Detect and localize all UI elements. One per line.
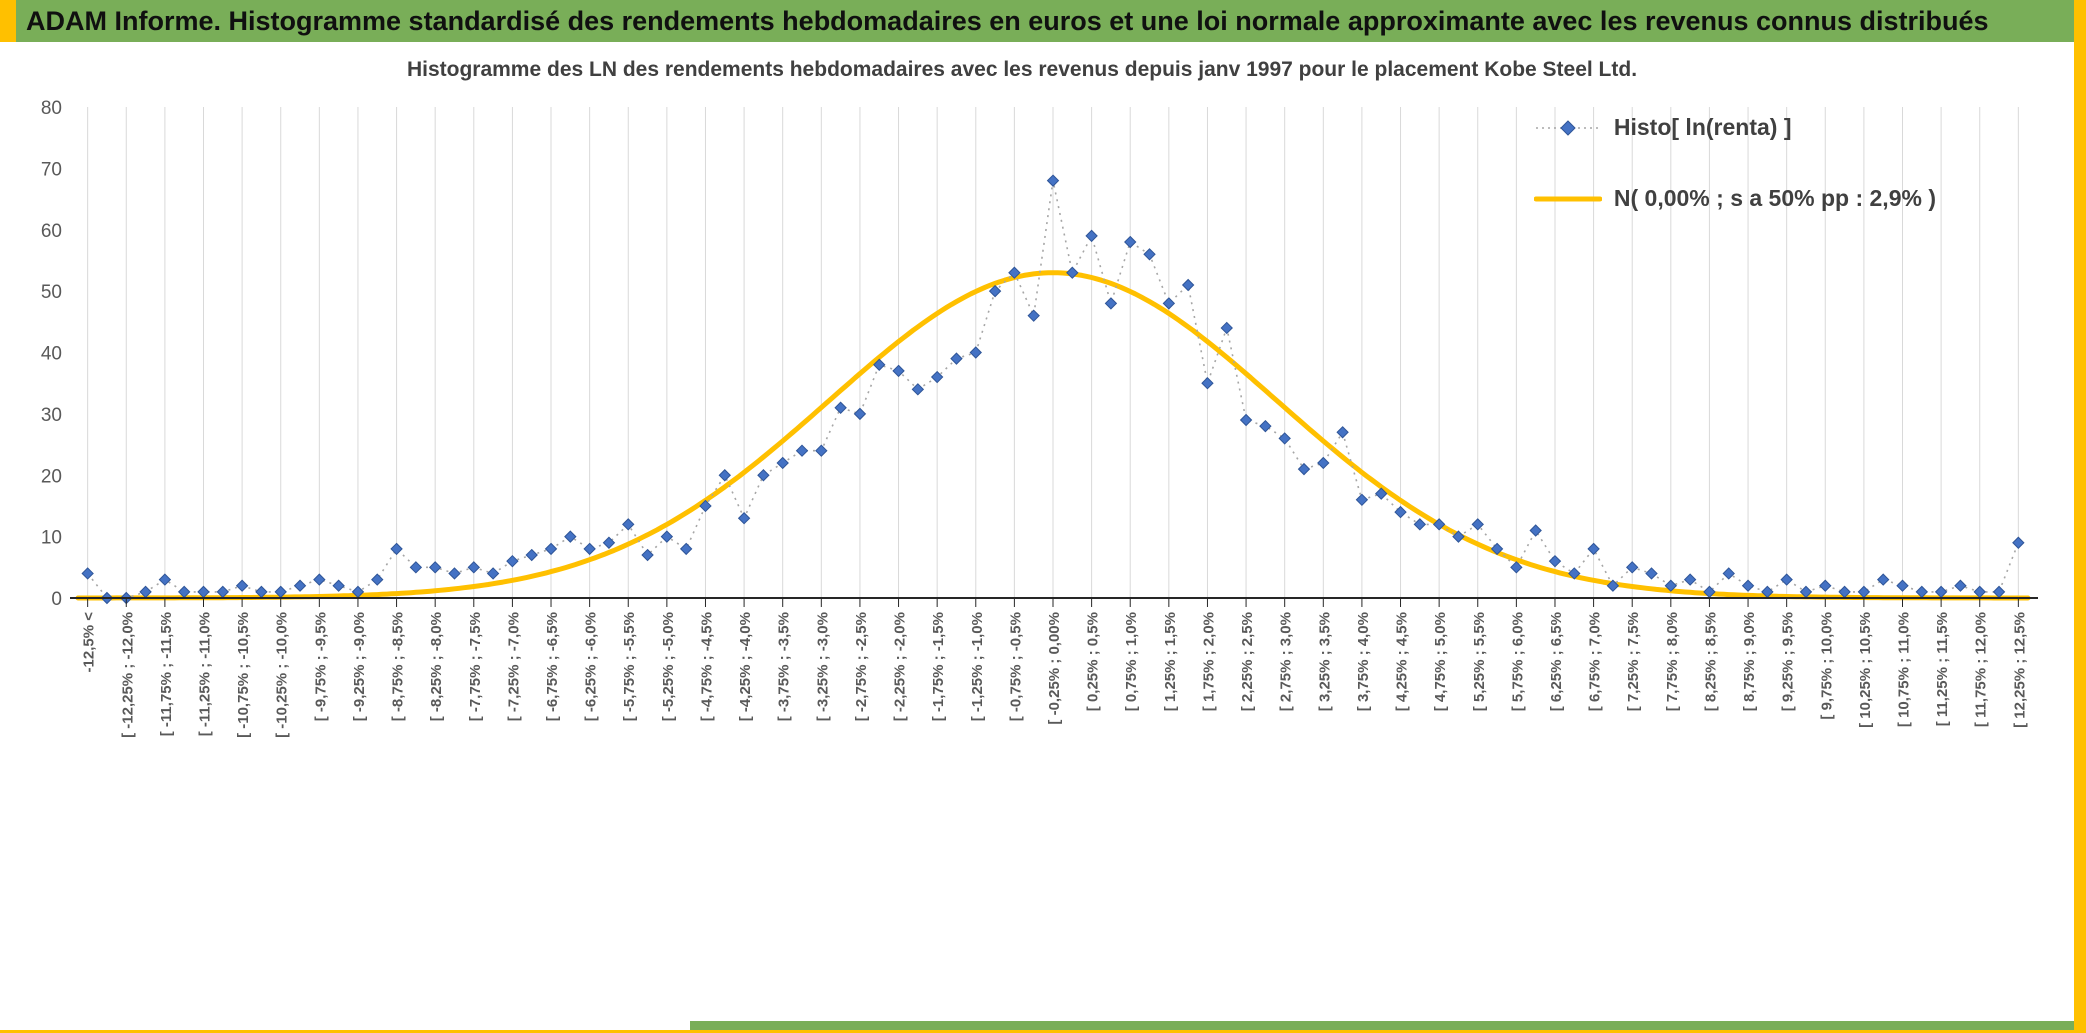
svg-text:[ -1,25% ; -1,0%: [ -1,25% ; -1,0% bbox=[969, 612, 986, 721]
bottom-accent-green bbox=[690, 1021, 2074, 1030]
svg-text:[ 11,75% ; 12,0%: [ 11,75% ; 12,0% bbox=[1973, 612, 1990, 727]
svg-text:80: 80 bbox=[41, 98, 62, 119]
normal-curve bbox=[75, 270, 2031, 601]
svg-text:70: 70 bbox=[41, 159, 62, 180]
svg-text:40: 40 bbox=[41, 344, 62, 365]
diamond-marker-icon bbox=[1560, 119, 1576, 136]
svg-text:[ 6,25% ; 6,5%: [ 6,25% ; 6,5% bbox=[1548, 612, 1565, 711]
svg-text:[ 4,75% ; 5,0%: [ 4,75% ; 5,0% bbox=[1432, 612, 1449, 711]
svg-text:[ 12,25% ; 12,5%: [ 12,25% ; 12,5% bbox=[2011, 612, 2028, 728]
svg-text:[ 2,75% ; 3,0%: [ 2,75% ; 3,0% bbox=[1278, 612, 1295, 711]
svg-text:[ -6,25% ; -6,0%: [ -6,25% ; -6,0% bbox=[583, 612, 600, 721]
svg-text:-12,5% <: -12,5% < bbox=[81, 612, 98, 673]
plot-svg[interactable]: 0 10 20 30 40 50 60 70 80 -12,5% < [ -12,25% ; -12… bbox=[0, 42, 2074, 1033]
svg-text:[ -0,25% ; 0,00%: [ -0,25% ; 0,00% bbox=[1046, 612, 1063, 725]
svg-text:[ -3,25% ; -3,0%: [ -3,25% ; -3,0% bbox=[814, 612, 831, 721]
bottom-accent-yellow bbox=[0, 1030, 2086, 1033]
svg-text:[ 8,25% ; 8,5%: [ 8,25% ; 8,5% bbox=[1702, 612, 1719, 711]
svg-text:20: 20 bbox=[41, 466, 62, 487]
svg-text:[ -1,75% ; -1,5%: [ -1,75% ; -1,5% bbox=[930, 612, 947, 721]
svg-text:[ 0,25% ; 0,5%: [ 0,25% ; 0,5% bbox=[1085, 612, 1102, 711]
svg-text:[ 1,75% ; 2,0%: [ 1,75% ; 2,0% bbox=[1200, 612, 1217, 711]
svg-text:[ 0,75% ; 1,0%: [ 0,75% ; 1,0% bbox=[1123, 612, 1140, 711]
svg-text:[ -11,75% ; -11,5%: [ -11,75% ; -11,5% bbox=[158, 612, 175, 736]
svg-text:[ 3,75% ; 4,0%: [ 3,75% ; 4,0% bbox=[1355, 612, 1372, 711]
svg-text:[ 9,75% ; 10,0%: [ 9,75% ; 10,0% bbox=[1818, 612, 1835, 720]
svg-text:[ -4,75% ; -4,5%: [ -4,75% ; -4,5% bbox=[698, 612, 715, 721]
legend-label-histogram: Histo[ ln(renta) ] bbox=[1613, 114, 1792, 140]
svg-text:[ -2,75% ; -2,5%: [ -2,75% ; -2,5% bbox=[853, 612, 870, 721]
svg-text:[ 1,25% ; 1,5%: [ 1,25% ; 1,5% bbox=[1162, 612, 1179, 711]
svg-text:[ 8,75% ; 9,0%: [ 8,75% ; 9,0% bbox=[1741, 612, 1758, 711]
svg-text:[ -4,25% ; -4,0%: [ -4,25% ; -4,0% bbox=[737, 612, 754, 721]
svg-text:[ -7,75% ; -7,5%: [ -7,75% ; -7,5% bbox=[467, 612, 484, 721]
histogram-legend-swatch bbox=[1535, 119, 1600, 136]
x-axis-labels: -12,5% < [ -12,25% ; -12,0% [ -11,75% ; -1… bbox=[81, 612, 2029, 738]
svg-text:[ -0,75% ; -0,5%: [ -0,75% ; -0,5% bbox=[1007, 612, 1024, 721]
svg-text:[ 2,25% ; 2,5%: [ 2,25% ; 2,5% bbox=[1239, 612, 1256, 711]
svg-text:30: 30 bbox=[41, 405, 62, 426]
legend-entry-normal[interactable]: N( 0,00% ; s a 50% pp : 2,9% ) bbox=[1533, 185, 1936, 212]
svg-text:[ -7,25% ; -7,0%: [ -7,25% ; -7,0% bbox=[505, 612, 522, 721]
svg-text:10: 10 bbox=[41, 528, 62, 549]
legend-entry-histogram[interactable]: Histo[ ln(renta) ] bbox=[1534, 114, 1936, 141]
svg-text:[ -10,25% ; -10,0%: [ -10,25% ; -10,0% bbox=[274, 612, 291, 738]
svg-text:[ 9,25% ; 9,5%: [ 9,25% ; 9,5% bbox=[1780, 612, 1797, 711]
svg-text:[ -5,25% ; -5,0%: [ -5,25% ; -5,0% bbox=[660, 612, 677, 721]
svg-text:[ 7,25% ; 7,5%: [ 7,25% ; 7,5% bbox=[1625, 612, 1642, 711]
normal-legend-swatch bbox=[1533, 196, 1602, 201]
header-title: ADAM Informe. Histogramme standardisé de… bbox=[26, 5, 1989, 36]
chart-area[interactable]: Histogramme des LN des rendements hebdom… bbox=[0, 42, 2074, 1021]
svg-text:[ 5,75% ; 6,0%: [ 5,75% ; 6,0% bbox=[1509, 612, 1526, 711]
svg-text:[ -9,75% ; -9,5%: [ -9,75% ; -9,5% bbox=[312, 612, 329, 721]
svg-text:50: 50 bbox=[41, 282, 62, 303]
svg-text:[ 11,25% ; 11,5%: [ 11,25% ; 11,5% bbox=[1934, 612, 1951, 726]
svg-text:[ -3,75% ; -3,5%: [ -3,75% ; -3,5% bbox=[776, 612, 793, 721]
svg-text:[ -2,25% ; -2,0%: [ -2,25% ; -2,0% bbox=[892, 612, 909, 721]
svg-text:[ 10,75% ; 11,0%: [ 10,75% ; 11,0% bbox=[1896, 612, 1913, 727]
x-axis bbox=[70, 597, 2038, 607]
header-bar: ADAM Informe. Histogramme standardisé de… bbox=[16, 0, 2074, 42]
svg-text:[ 4,25% ; 4,5%: [ 4,25% ; 4,5% bbox=[1394, 612, 1411, 711]
svg-text:[ 10,25% ; 10,5%: [ 10,25% ; 10,5% bbox=[1857, 612, 1874, 728]
svg-text:[ -11,25% ; -11,0%: [ -11,25% ; -11,0% bbox=[196, 612, 213, 736]
top-left-accent-block bbox=[0, 0, 16, 42]
histogram-markers bbox=[81, 174, 2025, 605]
gridlines bbox=[87, 107, 2019, 598]
svg-text:[ -8,75% ; -8,5%: [ -8,75% ; -8,5% bbox=[390, 612, 407, 721]
svg-text:0: 0 bbox=[51, 589, 62, 610]
chart-title: Histogramme des LN des rendements hebdom… bbox=[406, 58, 1638, 81]
svg-text:[ -8,25% ; -8,0%: [ -8,25% ; -8,0% bbox=[428, 612, 445, 721]
svg-text:[ -12,25% ; -12,0%: [ -12,25% ; -12,0% bbox=[119, 612, 136, 738]
right-accent-strip bbox=[2074, 0, 2086, 1033]
y-axis-labels: 0 10 20 30 40 50 60 70 80 bbox=[41, 98, 62, 610]
svg-text:[ 7,75% ; 8,0%: [ 7,75% ; 8,0% bbox=[1664, 612, 1681, 711]
svg-text:[ 6,75% ; 7,0%: [ 6,75% ; 7,0% bbox=[1587, 612, 1604, 711]
svg-text:[ -6,75% ; -6,5%: [ -6,75% ; -6,5% bbox=[544, 612, 561, 721]
svg-text:[ -9,25% ; -9,0%: [ -9,25% ; -9,0% bbox=[351, 612, 368, 721]
svg-text:[ -5,75% ; -5,5%: [ -5,75% ; -5,5% bbox=[621, 612, 638, 721]
svg-text:[ -10,75% ; -10,5%: [ -10,75% ; -10,5% bbox=[235, 612, 252, 738]
svg-text:60: 60 bbox=[41, 221, 62, 242]
legend-label-normal: N( 0,00% ; s a 50% pp : 2,9% ) bbox=[1613, 185, 1936, 211]
svg-text:[ 5,25% ; 5,5%: [ 5,25% ; 5,5% bbox=[1471, 612, 1488, 711]
svg-text:[ 3,25% ; 3,5%: [ 3,25% ; 3,5% bbox=[1316, 612, 1333, 711]
chart-legend: Histo[ ln(renta) ] N( 0,00% ; s a 50% pp… bbox=[1533, 114, 1936, 212]
